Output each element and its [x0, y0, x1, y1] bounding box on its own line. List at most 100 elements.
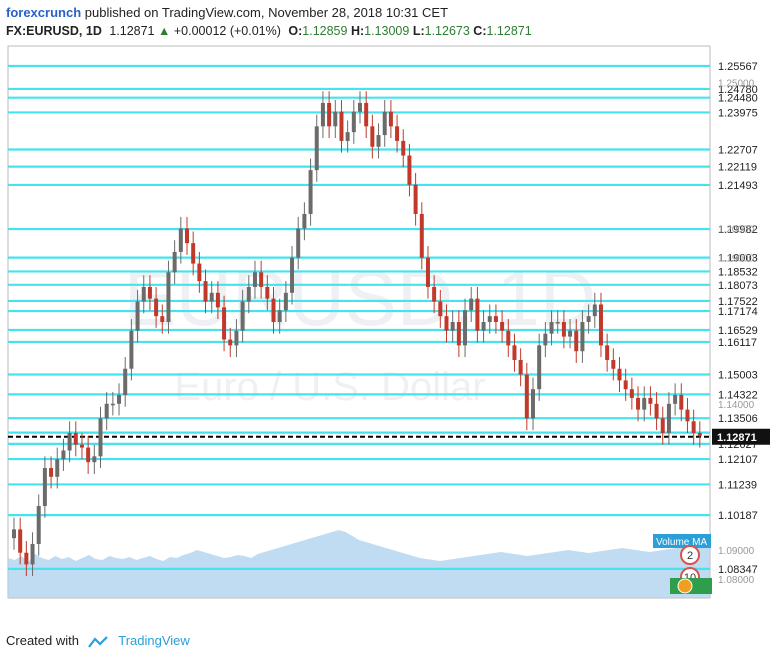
level-label-23: 1.08347: [718, 564, 758, 576]
candle-body: [30, 543, 35, 565]
candle-body: [425, 257, 430, 287]
candle-body: [129, 330, 134, 369]
level-label-2: 1.24480: [718, 93, 758, 105]
candle-body: [611, 359, 616, 369]
candle-body: [271, 298, 276, 322]
candle-body: [12, 529, 16, 539]
candle-body: [463, 310, 468, 346]
candle-body: [679, 395, 684, 410]
candle-body: [98, 418, 103, 457]
candle-body: [358, 102, 362, 112]
level-label-16: 1.14322: [718, 389, 758, 401]
level-label-14: 1.16117: [718, 337, 757, 349]
candle-body: [438, 301, 443, 317]
candle-body: [277, 310, 282, 322]
candle-body: [141, 286, 146, 302]
candle-body: [574, 330, 579, 352]
candle-body: [481, 322, 486, 331]
price-chart[interactable]: EURUSD, 1D Euro / U.S. Dollar 1.25567 1.247…: [0, 40, 772, 600]
candle-body: [166, 272, 171, 322]
candle-body: [568, 330, 573, 337]
candle-body: [388, 111, 393, 127]
candle-body: [673, 395, 678, 404]
candle-body: [660, 418, 665, 433]
candle-body: [586, 316, 591, 322]
candle-body: [524, 374, 529, 419]
publish-info: published on TradingView.com, November 2…: [84, 5, 449, 20]
candle-body: [475, 298, 480, 331]
high-label: H:: [350, 24, 365, 38]
candle-body: [537, 345, 542, 390]
level-label-9: 1.18532: [718, 266, 758, 278]
candle-body: [222, 307, 227, 340]
candle-body: [320, 102, 325, 127]
level-label-11: 1.17522: [718, 296, 758, 308]
candle-body: [154, 298, 159, 317]
level-label-22: 1.10187: [718, 510, 758, 522]
candle-body: [185, 228, 189, 244]
candle-body: [197, 263, 202, 282]
candle-body: [92, 456, 97, 463]
y-tick-2: 1.19000: [718, 254, 755, 265]
candle-body: [605, 345, 610, 360]
chart-header: forexcrunch published on TradingView.com…: [6, 3, 766, 41]
publish-line: forexcrunch published on TradingView.com…: [6, 3, 766, 22]
candle-body: [215, 292, 220, 308]
candle-body: [296, 228, 301, 258]
candle-body: [691, 421, 696, 433]
ohlc-line: FX:EURUSD, 1D 1.12871 ▲ +0.00012 (+0.01%…: [6, 22, 766, 41]
candle-body: [500, 322, 505, 331]
candle-body: [543, 333, 548, 346]
last-price: 1.12871: [109, 24, 155, 38]
candle-body: [469, 298, 474, 311]
low-value: 1.12673: [424, 24, 470, 38]
watermark-symbol: EURUSD, 1D: [124, 254, 596, 342]
candle-body: [432, 286, 437, 302]
candle-body: [135, 301, 140, 331]
candle-body: [592, 304, 597, 317]
candle-body: [290, 257, 295, 293]
close-value: 1.12871: [486, 24, 532, 38]
event-badge-0: [680, 545, 700, 565]
y-tick-3: 1.14000: [718, 400, 755, 411]
candle-body: [42, 468, 47, 506]
candle-body: [333, 111, 338, 127]
candle-body: [518, 359, 523, 375]
candle-body: [49, 468, 54, 477]
current-price-box: [712, 428, 770, 445]
up-arrow-icon: ▲: [158, 24, 171, 38]
author-name[interactable]: forexcrunch: [6, 5, 82, 20]
candle-body: [413, 184, 418, 214]
candle-body: [642, 397, 647, 410]
candle-body: [18, 529, 23, 553]
candle-body: [395, 126, 400, 141]
level-label-12: 1.17174: [718, 306, 758, 318]
candle-body: [203, 281, 208, 302]
candle-body: [450, 322, 455, 331]
level-label-5: 1.22119: [718, 162, 757, 174]
candle-body: [24, 552, 29, 565]
level-label-0: 1.25567: [718, 61, 758, 73]
candle-body: [555, 322, 560, 324]
candle-body: [67, 432, 72, 451]
candle-body: [407, 155, 412, 185]
tradingview-link[interactable]: TradingView: [118, 633, 190, 648]
candle-body: [73, 432, 78, 445]
candle-body: [240, 301, 245, 331]
candle-body: [345, 132, 350, 141]
candle-body: [160, 316, 165, 322]
y-tick-5: 1.08000: [718, 575, 755, 586]
price-change: +0.00012 (+0.01%): [173, 24, 281, 38]
volume-ma-badge: [653, 534, 711, 548]
candle-body: [444, 316, 449, 331]
level-label-17: 1.13506: [718, 413, 758, 425]
candle-body: [370, 126, 375, 147]
symbol-label: FX:EURUSD, 1D: [6, 24, 102, 38]
candle-body: [401, 140, 406, 156]
candle-body: [685, 409, 690, 422]
y-tick-0: 1.25000: [718, 79, 755, 90]
candle-body: [512, 345, 517, 360]
candle-body: [376, 135, 381, 147]
candle-body: [487, 316, 492, 322]
level-label-7: 1.19982: [718, 224, 758, 236]
